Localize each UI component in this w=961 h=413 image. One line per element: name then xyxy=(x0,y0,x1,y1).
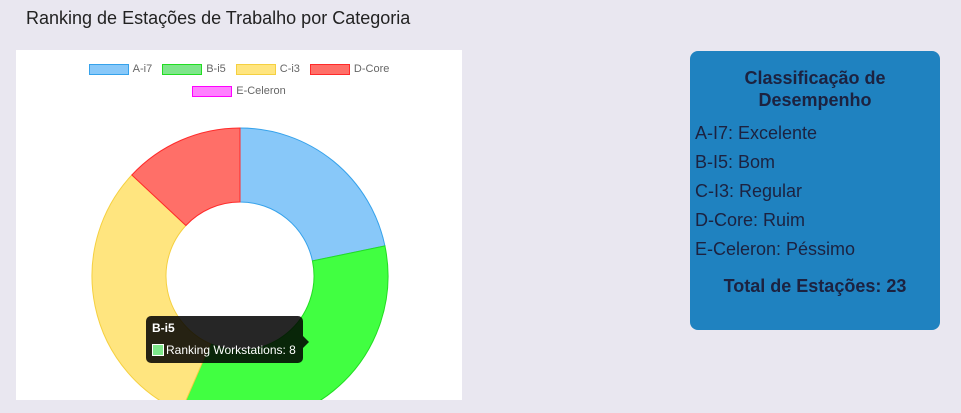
legend-label: D-Core xyxy=(353,63,390,75)
legend-swatch xyxy=(309,63,350,75)
chart-card: A-i7 B-i5 C-i3 D-Core E-Celeron xyxy=(16,50,462,400)
legend-label: B-i5 xyxy=(206,63,226,75)
info-item: A-I7: Excelente xyxy=(695,123,818,143)
legend-label: A-i7 xyxy=(132,63,153,75)
chart-tooltip: B-i5 Ranking Workstations: 8 xyxy=(146,316,309,363)
info-total: Total de Estações: 23 xyxy=(723,276,907,296)
legend-row-1: A-i7 B-i5 C-i3 D-Core xyxy=(16,58,462,80)
chart-legend: A-i7 B-i5 C-i3 D-Core E-Celeron xyxy=(16,58,462,102)
legend-label: C-i3 xyxy=(279,63,300,75)
legend-swatch xyxy=(192,85,233,97)
info-item: B-I5: Bom xyxy=(695,152,776,172)
info-title: Classificação de Desempenho xyxy=(744,68,886,110)
info-item: D-Core: Ruim xyxy=(695,210,806,230)
tooltip-label: Ranking Workstations: 8 xyxy=(166,343,296,357)
tooltip-body: Ranking Workstations: 8 xyxy=(152,343,296,357)
tooltip-swatch xyxy=(152,344,164,356)
donut-slice-a-i7[interactable] xyxy=(239,127,386,262)
legend-label: E-Celeron xyxy=(236,85,286,97)
legend-swatch xyxy=(235,63,276,75)
info-item: E-Celeron: Péssimo xyxy=(695,239,856,259)
performance-info-box: Classificação de Desempenho A-I7: Excele… xyxy=(690,51,940,330)
legend-row-2: E-Celeron xyxy=(16,80,462,102)
legend-swatch xyxy=(88,63,129,75)
info-item: C-I3: Regular xyxy=(695,181,803,201)
legend-item-d-core[interactable]: D-Core xyxy=(309,63,390,75)
info-list: A-I7: Excelente B-I5: Bom C-I3: Regular … xyxy=(690,119,940,264)
tooltip-title: B-i5 xyxy=(152,321,175,335)
legend-item-c-i3[interactable]: C-i3 xyxy=(235,63,300,75)
page-title: Ranking de Estações de Trabalho por Cate… xyxy=(26,8,411,28)
legend-item-a-i7[interactable]: A-i7 xyxy=(88,63,153,75)
legend-item-b-i5[interactable]: B-i5 xyxy=(162,63,226,75)
legend-swatch xyxy=(162,63,203,75)
donut-slice-d-core[interactable] xyxy=(131,127,241,227)
legend-item-e-celeron[interactable]: E-Celeron xyxy=(192,85,286,97)
